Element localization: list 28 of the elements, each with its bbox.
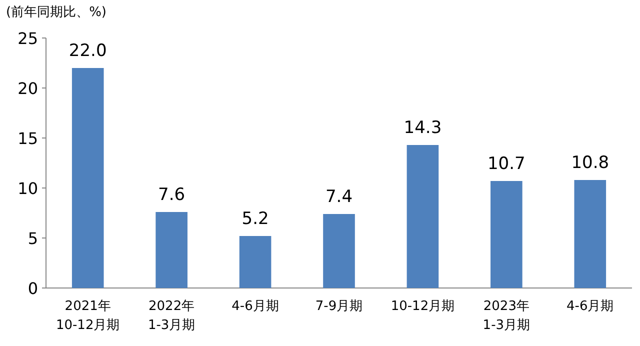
x-tick-label: 2023年 1-3月期: [482, 299, 530, 333]
bar: [490, 181, 522, 288]
y-axis-title: (前年同期比、%): [6, 5, 106, 20]
data-label: 10.8: [571, 153, 610, 173]
y-tick-label: 5: [28, 229, 38, 248]
bar: [406, 145, 439, 288]
data-label: 10.7: [488, 154, 526, 174]
x-tick-label: 4-6月期: [566, 299, 614, 314]
bar: [239, 236, 272, 288]
x-tick-label: 2022年 1-3月期: [148, 299, 196, 333]
data-label: 7.6: [158, 185, 186, 205]
bar: [574, 180, 606, 288]
x-tick-label: 7-9月期: [315, 299, 363, 314]
y-tick-label: 15: [18, 129, 38, 148]
y-tick-label: 0: [28, 279, 38, 298]
bar: [72, 68, 104, 288]
x-tick-label: 4-6月期: [232, 299, 279, 314]
y-tick-label: 10: [18, 179, 38, 198]
y-tick-label: 25: [18, 29, 38, 48]
x-tick-label: 10-12月期: [390, 299, 455, 314]
data-label: 14.3: [404, 118, 442, 138]
x-tick-label: 2021年 10-12月期: [56, 299, 120, 333]
y-tick-label: 20: [18, 79, 38, 98]
bar: [156, 212, 188, 288]
bar: [323, 214, 355, 288]
data-label: 7.4: [325, 187, 353, 207]
data-label: 22.0: [68, 41, 107, 61]
data-label: 5.2: [242, 209, 269, 229]
